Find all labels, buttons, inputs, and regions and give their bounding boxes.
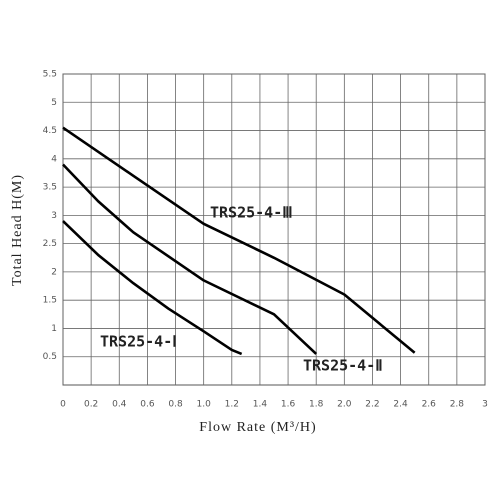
y-tick-label: 1.5 — [43, 296, 57, 306]
y-tick-label: 4 — [51, 154, 57, 164]
x-tick-label: 0.2 — [84, 400, 98, 410]
y-tick-label: 1 — [51, 324, 57, 334]
x-tick-label: 2.6 — [422, 400, 437, 410]
series-label: TRS25-4-Ⅰ — [100, 333, 177, 351]
x-tick-label: 3 — [482, 400, 488, 410]
x-axis-title: Flow Rate (M³/H) — [199, 420, 316, 435]
y-tick-label: 3 — [51, 211, 57, 221]
series-label: TRS25-4-Ⅱ — [303, 357, 383, 375]
x-tick-label: 2.4 — [393, 400, 408, 410]
x-tick-label: 0.4 — [112, 400, 127, 410]
x-tick-label: 1.6 — [281, 400, 296, 410]
x-tick-label: 2.8 — [450, 400, 465, 410]
series-label: TRS25-4-Ⅲ — [210, 204, 293, 222]
y-tick-label: 0.5 — [43, 352, 57, 362]
y-axis-title: Total Head H(M) — [10, 174, 25, 286]
x-tick-label: 1.0 — [197, 400, 212, 410]
y-tick-label: 3.5 — [43, 183, 57, 193]
curve — [62, 126, 416, 354]
y-tick-label: 5 — [51, 98, 57, 108]
x-tick-label: 1.8 — [309, 400, 324, 410]
x-tick-label: 0 — [60, 400, 66, 410]
y-tick-label: 4.5 — [43, 126, 57, 136]
x-tick-label: 0.8 — [168, 400, 183, 410]
x-tick-label: 2.2 — [365, 400, 379, 410]
x-tick-label: 2.0 — [337, 400, 352, 410]
x-tick-label: 0.6 — [140, 400, 155, 410]
y-tick-label: 2.5 — [43, 239, 57, 249]
y-tick-label: 2 — [51, 267, 57, 277]
curve — [62, 220, 243, 356]
curve — [62, 163, 318, 355]
x-tick-label: 1.2 — [225, 400, 239, 410]
y-tick-label: 5.5 — [43, 70, 57, 80]
x-tick-label: 1.4 — [253, 400, 268, 410]
